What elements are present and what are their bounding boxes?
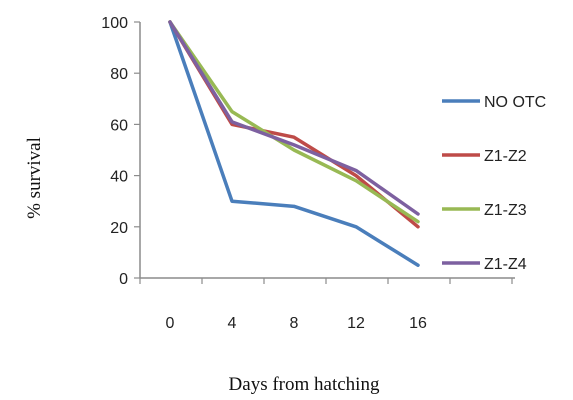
x-axis-label: Days from hatching [229,374,380,395]
y-tick-label: 80 [110,66,128,83]
y-tick-label: 40 [110,169,128,186]
legend-label: Z1-Z2 [484,148,527,165]
x-tick-label: 16 [409,315,427,332]
y-tick-label: 0 [119,271,128,288]
y-tick-label: 20 [110,220,128,237]
x-tick-label: 0 [166,315,175,332]
series-line [168,20,420,267]
x-tick-label: 12 [347,315,365,332]
x-tick-label: 4 [228,315,237,332]
legend: NO OTC Z1-Z2 Z1-Z3 Z1-Z4 [442,94,546,273]
series-lines [168,20,420,267]
y-axis-label: % survival [24,137,45,219]
series-line [168,20,420,216]
series-line [168,20,420,224]
y-tick-label: 60 [110,117,128,134]
legend-label: Z1-Z4 [484,256,527,273]
axes [134,21,515,284]
y-tick-label: 100 [101,15,128,32]
x-tick-labels: 0 4 8 12 16 [166,315,427,332]
y-tick-labels: 0 20 40 60 80 100 [101,15,128,288]
legend-label: NO OTC [484,94,546,111]
legend-label: Z1-Z3 [484,202,527,219]
x-tick-label: 8 [290,315,299,332]
